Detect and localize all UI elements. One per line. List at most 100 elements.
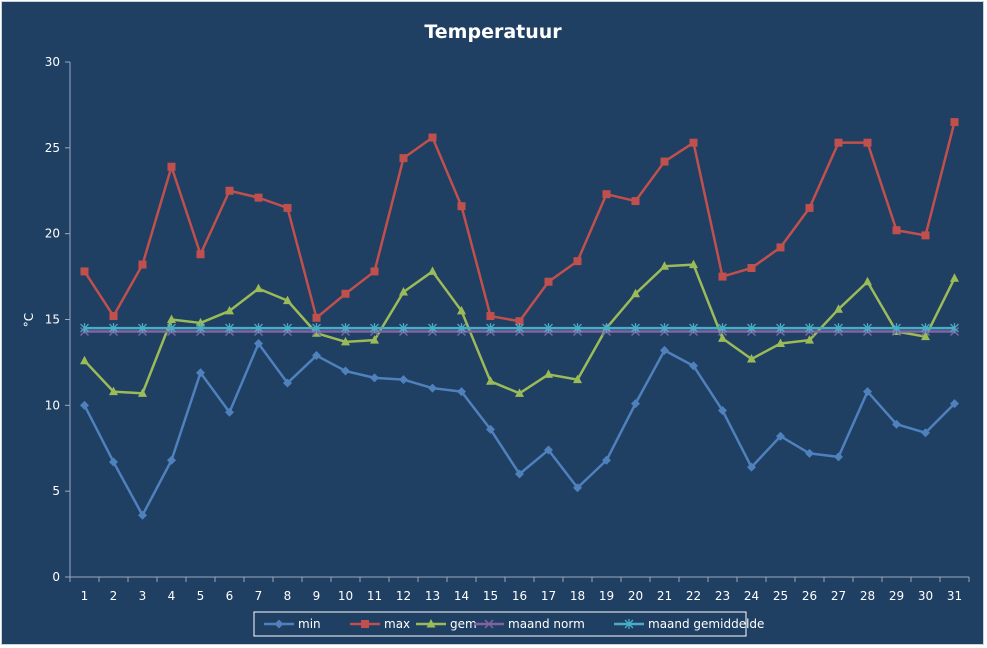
x-tick-label: 6 xyxy=(226,589,234,603)
data-point-maand-gemiddelde xyxy=(892,323,901,334)
data-point-max xyxy=(747,264,756,272)
data-point-maand-gemiddelde xyxy=(689,323,698,334)
y-tick-label: 20 xyxy=(45,227,60,241)
series-maand-gemiddelde xyxy=(80,323,959,334)
data-point-max xyxy=(776,243,785,252)
data-point-min xyxy=(515,469,524,479)
x-tick-label: 27 xyxy=(831,589,846,603)
data-point-min xyxy=(399,375,408,385)
data-point-min xyxy=(225,407,234,417)
data-point-max xyxy=(167,162,176,171)
data-point-gem xyxy=(544,369,553,378)
x-tick-label: 30 xyxy=(918,589,933,603)
data-point-maand-gemiddelde xyxy=(457,323,466,334)
data-point-min xyxy=(341,366,350,376)
x-tick-label: 31 xyxy=(947,589,962,603)
x-tick-label: 21 xyxy=(657,589,672,603)
data-point-max xyxy=(254,193,263,202)
y-axis-ticks: 0 5 10 15 20 25 30 xyxy=(45,55,70,584)
data-point-gem xyxy=(80,355,89,365)
data-point-gem xyxy=(689,259,698,269)
data-point-min xyxy=(863,387,872,397)
data-point-gem xyxy=(486,376,495,385)
x-tick-label: 2 xyxy=(110,589,118,603)
data-point-gem xyxy=(138,388,147,397)
data-point-maand-gemiddelde xyxy=(80,323,89,334)
x-tick-label: 14 xyxy=(454,589,469,603)
data-point-gem xyxy=(573,374,582,384)
data-point-min xyxy=(689,361,698,371)
x-tick-label: 1 xyxy=(81,589,89,603)
data-point-maand-gemiddelde xyxy=(428,323,437,334)
data-point-min xyxy=(892,419,901,429)
legend-marker xyxy=(274,619,284,629)
data-point-gem xyxy=(747,353,756,363)
data-point-min xyxy=(747,462,756,472)
data-point-maand-gemiddelde xyxy=(312,323,321,334)
x-tick-label: 25 xyxy=(773,589,788,603)
data-point-maand-gemiddelde xyxy=(718,323,727,334)
data-point-min xyxy=(109,457,118,467)
series-line-max xyxy=(83,121,956,323)
x-tick-label: 22 xyxy=(686,589,701,603)
data-point-gem xyxy=(109,386,118,396)
data-point-max xyxy=(660,157,669,166)
legend-marker xyxy=(484,619,494,629)
data-point-maand-gemiddelde xyxy=(950,323,959,334)
legend-label: maand norm xyxy=(508,617,585,631)
x-tick-label: 8 xyxy=(284,589,292,603)
data-point-maand-gemiddelde xyxy=(138,323,147,334)
series-min xyxy=(80,339,959,520)
data-point-min xyxy=(573,483,582,493)
data-point-max xyxy=(196,250,205,259)
legend-item-max: max xyxy=(350,617,410,631)
legend-label: gem xyxy=(450,617,477,631)
x-tick-label: 4 xyxy=(168,589,176,603)
data-point-max xyxy=(544,277,553,286)
legend-label: max xyxy=(384,617,410,631)
data-point-min xyxy=(428,383,437,393)
data-point-maand-gemiddelde xyxy=(834,323,843,334)
data-point-maand-gemiddelde xyxy=(631,323,640,334)
legend-marker xyxy=(361,620,369,628)
data-point-min xyxy=(486,424,495,434)
y-tick-label: 10 xyxy=(45,398,60,412)
data-point-maand-gemiddelde xyxy=(225,323,234,334)
data-point-maand-gemiddelde xyxy=(544,323,553,334)
data-point-maand-gemiddelde xyxy=(863,323,872,334)
data-point-maand-gemiddelde xyxy=(573,323,582,334)
data-point-max xyxy=(718,272,727,281)
chart-title: Temperatuur xyxy=(424,21,562,43)
data-point-min xyxy=(196,368,205,378)
y-tick-label: 5 xyxy=(52,484,60,498)
data-point-gem xyxy=(863,276,872,286)
data-point-min xyxy=(631,399,640,409)
x-tick-label: 19 xyxy=(599,589,614,603)
data-point-maand-gemiddelde xyxy=(167,323,176,334)
y-axis-label: °C xyxy=(22,313,36,327)
x-tick-label: 9 xyxy=(313,589,321,603)
data-point-max xyxy=(399,154,408,163)
x-tick-label: 26 xyxy=(802,589,817,603)
data-point-gem xyxy=(776,338,785,348)
data-point-min xyxy=(544,445,553,455)
legend-item-gem: gem xyxy=(416,617,477,631)
legend-item-maand-gemiddelde: maand gemiddelde xyxy=(614,617,764,631)
data-point-max xyxy=(689,138,698,147)
data-point-min xyxy=(718,405,727,415)
x-tick-label: 15 xyxy=(483,589,498,603)
data-point-maand-gemiddelde xyxy=(602,323,611,334)
data-point-max xyxy=(428,133,437,142)
data-point-min xyxy=(602,455,611,465)
data-point-gem xyxy=(196,317,205,327)
x-tick-label: 18 xyxy=(570,589,585,603)
data-point-gem xyxy=(660,261,669,270)
data-point-maand-gemiddelde xyxy=(805,323,814,334)
data-point-min xyxy=(283,378,292,388)
x-tick-label: 16 xyxy=(512,589,527,603)
legend-item-min: min xyxy=(264,617,321,631)
data-point-maand-gemiddelde xyxy=(283,323,292,334)
data-point-gem xyxy=(167,314,176,323)
data-point-maand-gemiddelde xyxy=(515,323,524,334)
